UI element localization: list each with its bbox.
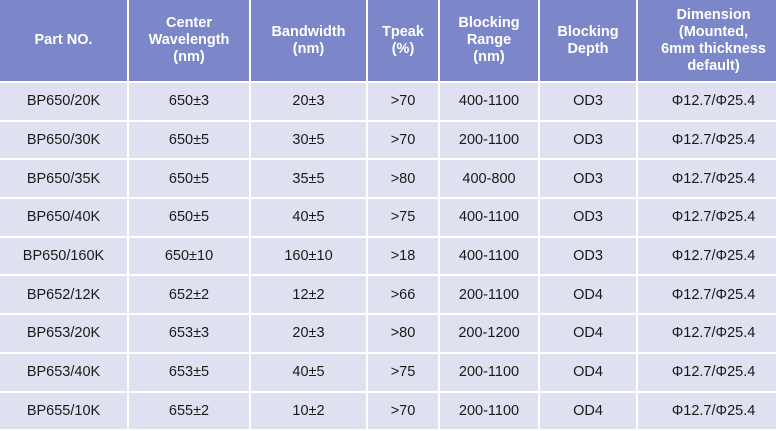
cell-bandwidth: 40±5 bbox=[251, 353, 366, 391]
header-row: Part NO. Center Wavelength (nm) Bandwidth … bbox=[0, 0, 776, 81]
header-tpeak: Tpeak (%) bbox=[368, 0, 438, 81]
cell-blocking-range: 400-1100 bbox=[440, 83, 538, 120]
cell-part-no: BP650/40K bbox=[0, 199, 127, 236]
table-row: BP650/160K 650±10 160±10 >18 400-1100 OD3 Φ12.… bbox=[0, 237, 776, 275]
cell-part-no: BP650/20K bbox=[0, 83, 127, 120]
cell-bandwidth: 40±5 bbox=[251, 199, 366, 236]
header-bandwidth: Bandwidth (nm) bbox=[251, 0, 366, 81]
cell-tpeak: >70 bbox=[368, 121, 438, 159]
cell-blocking-range: 400-800 bbox=[440, 160, 538, 198]
cell-blocking-depth: OD3 bbox=[540, 160, 636, 198]
cell-blocking-range: 400-1100 bbox=[440, 237, 538, 275]
cell-blocking-range: 200-1100 bbox=[440, 353, 538, 391]
cell-dimension: Φ12.7/Φ25.4 bbox=[638, 121, 776, 159]
cell-bandwidth: 20±3 bbox=[251, 315, 366, 352]
cell-part-no: BP653/20K bbox=[0, 315, 127, 352]
cell-dimension: Φ12.7/Φ25.4 bbox=[638, 160, 776, 198]
cell-blocking-range: 200-1200 bbox=[440, 315, 538, 352]
cell-bandwidth: 30±5 bbox=[251, 121, 366, 159]
cell-blocking-depth: OD4 bbox=[540, 315, 636, 352]
cell-blocking-depth: OD3 bbox=[540, 199, 636, 236]
cell-bandwidth: 160±10 bbox=[251, 237, 366, 275]
table-row: BP653/20K 653±3 20±3 >80 200-1200 OD4 Φ12.7/Φ2… bbox=[0, 315, 776, 352]
cell-center-wavelength: 650±5 bbox=[129, 199, 249, 236]
cell-blocking-depth: OD4 bbox=[540, 392, 636, 430]
cell-blocking-depth: OD4 bbox=[540, 353, 636, 391]
cell-blocking-depth: OD3 bbox=[540, 83, 636, 120]
header-dimension: Dimension (Mounted, 6mm thickness defaul… bbox=[638, 0, 776, 81]
table-row: BP650/20K 650±3 20±3 >70 400-1100 OD3 Φ12.7/Φ2… bbox=[0, 83, 776, 120]
table-row: BP655/10K 655±2 10±2 >70 200-1100 OD4 Φ12.7/Φ2… bbox=[0, 392, 776, 430]
cell-blocking-range: 200-1100 bbox=[440, 392, 538, 430]
cell-center-wavelength: 650±5 bbox=[129, 121, 249, 159]
cell-dimension: Φ12.7/Φ25.4 bbox=[638, 83, 776, 120]
cell-dimension: Φ12.7/Φ25.4 bbox=[638, 353, 776, 391]
header-part-no: Part NO. bbox=[0, 0, 127, 81]
cell-part-no: BP653/40K bbox=[0, 353, 127, 391]
cell-tpeak: >70 bbox=[368, 392, 438, 430]
table-row: BP652/12K 652±2 12±2 >66 200-1100 OD4 Φ12.7/Φ2… bbox=[0, 276, 776, 314]
header-blocking-depth: Blocking Depth bbox=[540, 0, 636, 81]
cell-bandwidth: 35±5 bbox=[251, 160, 366, 198]
cell-blocking-depth: OD4 bbox=[540, 276, 636, 314]
cell-tpeak: >70 bbox=[368, 83, 438, 120]
header-center-wavelength: Center Wavelength (nm) bbox=[129, 0, 249, 81]
table-row: BP653/40K 653±5 40±5 >75 200-1100 OD4 Φ12.7/Φ2… bbox=[0, 353, 776, 391]
cell-tpeak: >18 bbox=[368, 237, 438, 275]
cell-part-no: BP652/12K bbox=[0, 276, 127, 314]
cell-dimension: Φ12.7/Φ25.4 bbox=[638, 276, 776, 314]
cell-bandwidth: 12±2 bbox=[251, 276, 366, 314]
cell-tpeak: >80 bbox=[368, 160, 438, 198]
cell-blocking-range: 200-1100 bbox=[440, 121, 538, 159]
cell-blocking-range: 200-1100 bbox=[440, 276, 538, 314]
cell-part-no: BP650/30K bbox=[0, 121, 127, 159]
cell-dimension: Φ12.7/Φ25.4 bbox=[638, 392, 776, 430]
cell-blocking-depth: OD3 bbox=[540, 121, 636, 159]
cell-bandwidth: 10±2 bbox=[251, 392, 366, 430]
cell-tpeak: >75 bbox=[368, 199, 438, 236]
table-row: BP650/30K 650±5 30±5 >70 200-1100 OD3 Φ12.7/Φ2… bbox=[0, 121, 776, 159]
cell-center-wavelength: 653±5 bbox=[129, 353, 249, 391]
cell-tpeak: >66 bbox=[368, 276, 438, 314]
cell-tpeak: >75 bbox=[368, 353, 438, 391]
cell-tpeak: >80 bbox=[368, 315, 438, 352]
cell-part-no: BP650/160K bbox=[0, 237, 127, 275]
cell-dimension: Φ12.7/Φ25.4 bbox=[638, 315, 776, 352]
cell-center-wavelength: 655±2 bbox=[129, 392, 249, 430]
cell-center-wavelength: 652±2 bbox=[129, 276, 249, 314]
cell-bandwidth: 20±3 bbox=[251, 83, 366, 120]
cell-part-no: BP650/35K bbox=[0, 160, 127, 198]
cell-dimension: Φ12.7/Φ25.4 bbox=[638, 199, 776, 236]
cell-center-wavelength: 650±10 bbox=[129, 237, 249, 275]
cell-dimension: Φ12.7/Φ25.4 bbox=[638, 237, 776, 275]
cell-center-wavelength: 650±3 bbox=[129, 83, 249, 120]
cell-part-no: BP655/10K bbox=[0, 392, 127, 430]
cell-center-wavelength: 650±5 bbox=[129, 160, 249, 198]
table-row: BP650/35K 650±5 35±5 >80 400-800 OD3 Φ12.7/Φ25… bbox=[0, 160, 776, 198]
cell-center-wavelength: 653±3 bbox=[129, 315, 249, 352]
cell-blocking-range: 400-1100 bbox=[440, 199, 538, 236]
header-blocking-range: Blocking Range (nm) bbox=[440, 0, 538, 81]
cell-blocking-depth: OD3 bbox=[540, 237, 636, 275]
table-row: BP650/40K 650±5 40±5 >75 400-1100 OD3 Φ12.7/Φ2… bbox=[0, 199, 776, 236]
